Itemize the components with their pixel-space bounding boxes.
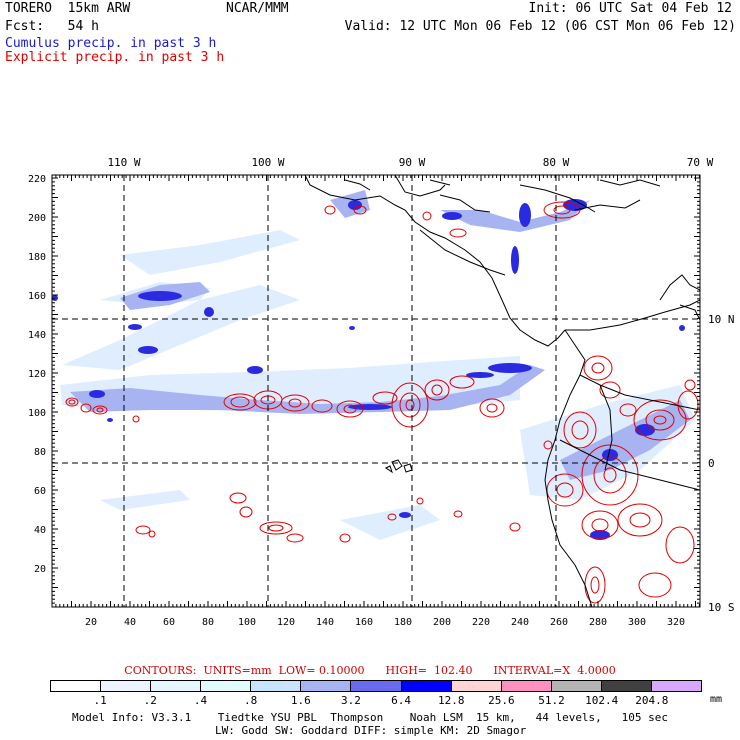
color-scale-swatch <box>101 681 152 691</box>
model-title: TORERO 15km ARW <box>5 1 131 16</box>
color-scale-label: .2 <box>143 694 157 707</box>
color-scale-swatch <box>401 681 452 691</box>
x-tick-label: 300 <box>628 617 646 628</box>
org-label: NCAR/MMM <box>226 1 289 16</box>
y-tick-label: 160 <box>28 291 46 302</box>
color-scale-label: 12.8 <box>437 694 465 707</box>
init-time: Init: 06 UTC Sat 04 Feb 12 <box>528 1 733 16</box>
lat-label: 10 N <box>708 313 735 326</box>
x-tick-label: 200 <box>433 617 451 628</box>
lat-label: 0 <box>708 457 715 470</box>
color-scale-swatch <box>151 681 202 691</box>
color-scale-swatch <box>251 681 302 691</box>
x-tick-label: 180 <box>394 617 412 628</box>
x-tick-label: 240 <box>511 617 529 628</box>
color-scale-label: 6.4 <box>391 694 411 707</box>
y-tick-label: 200 <box>28 213 46 224</box>
color-scale-label: 25.6 <box>488 694 515 707</box>
y-tick-label: 40 <box>34 525 46 536</box>
y-tick-label: 20 <box>34 564 46 575</box>
color-scale-label: 204.8 <box>635 694 669 707</box>
y-tick-label: 180 <box>28 252 46 263</box>
color-scale-swatch <box>651 681 702 691</box>
color-scale-swatch <box>51 681 102 691</box>
x-tick-label: 20 <box>85 617 97 628</box>
latlon-grid <box>52 175 700 607</box>
color-scale-swatch <box>201 681 252 691</box>
y-tick-label: 60 <box>34 486 46 497</box>
model-info-line1: Model Info: V3.3.1 Tiedtke YSU PBL Thomp… <box>72 711 669 724</box>
x-tick-label: 260 <box>550 617 568 628</box>
color-scale-bar <box>50 680 702 692</box>
y-tick-label: 140 <box>28 330 46 341</box>
lat-label: 10 S <box>708 601 735 614</box>
coastlines <box>304 175 700 607</box>
lon-label: 90 W <box>399 156 426 169</box>
x-tick-label: 100 <box>238 617 256 628</box>
x-tick-label: 80 <box>202 617 214 628</box>
x-tick-label: 160 <box>355 617 373 628</box>
forecast-hour: Fcst: 54 h <box>5 19 99 34</box>
color-scale-swatch <box>551 681 602 691</box>
color-scale-label: 1.6 <box>290 694 311 707</box>
color-scale-swatch <box>501 681 552 691</box>
color-scale-label: 102.4 <box>585 694 619 707</box>
x-tick-label: 40 <box>124 617 136 628</box>
contours-info: CONTOURS: UNITS=mm LOW= 0.10000 HIGH= 10… <box>124 664 616 677</box>
x-tick-label: 220 <box>472 617 490 628</box>
lon-label: 70 W <box>687 156 714 169</box>
y-tick-label: 220 <box>28 174 46 185</box>
color-scale-swatch <box>351 681 402 691</box>
y-tick-label: 120 <box>28 369 46 380</box>
x-tick-label: 320 <box>667 617 685 628</box>
color-scale-label: .1 <box>93 694 107 707</box>
legend-explicit: Explicit precip. in past 3 h <box>5 50 225 65</box>
color-scale-label: .4 <box>193 694 208 707</box>
x-tick-label: 120 <box>277 617 295 628</box>
x-tick-label: 140 <box>316 617 334 628</box>
legend-cumulus: Cumulus precip. in past 3 h <box>5 36 217 51</box>
y-tick-label: 100 <box>28 408 46 419</box>
color-scale-label: .8 <box>243 694 258 707</box>
color-scale-label: 51.2 <box>538 694 565 707</box>
x-tick-label: 280 <box>589 617 607 628</box>
lon-label: 100 W <box>251 156 284 169</box>
model-info-line2: LW: Godd SW: Goddard DIFF: simple KM: 2D… <box>215 724 527 737</box>
color-scale-swatch <box>301 681 352 691</box>
color-scale-swatch <box>601 681 652 691</box>
x-tick-label: 60 <box>163 617 175 628</box>
y-tick-label: 80 <box>34 447 46 458</box>
lon-label: 110 W <box>107 156 140 169</box>
cumulus-precip-layer <box>52 190 695 540</box>
color-scale-swatch <box>451 681 502 691</box>
color-scale-label: 3.2 <box>340 694 361 707</box>
lon-label: 80 W <box>543 156 570 169</box>
valid-time: Valid: 12 UTC Mon 06 Feb 12 (06 CST Mon … <box>344 19 736 34</box>
color-scale-unit: mm <box>710 694 723 705</box>
